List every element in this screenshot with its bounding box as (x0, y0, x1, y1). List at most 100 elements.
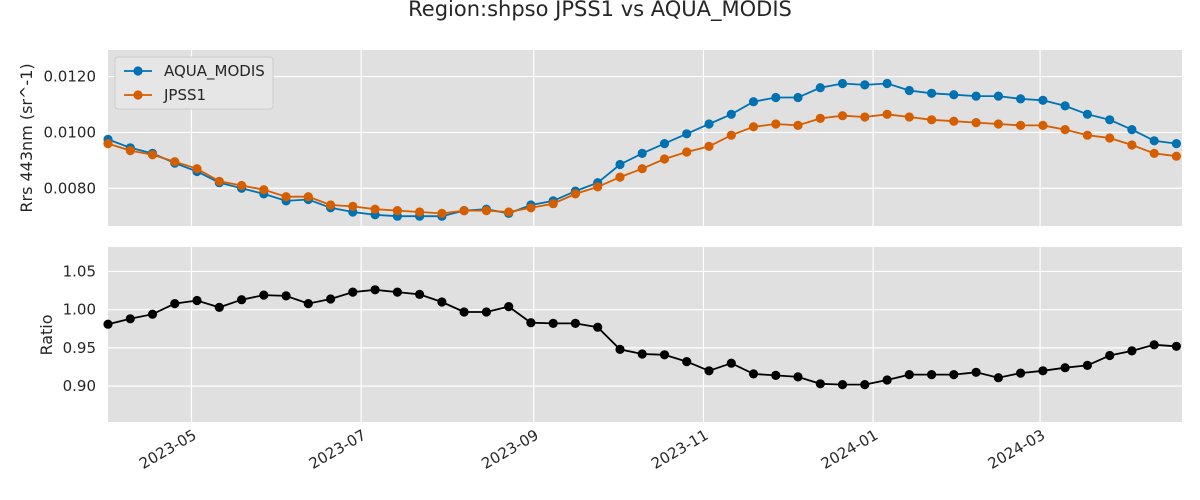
aqua-modis-point (659, 139, 670, 149)
jpss1-point (392, 206, 402, 216)
ratio-point (927, 370, 937, 380)
aqua-modis-point (860, 80, 870, 90)
ratio-point (815, 379, 825, 389)
legend-marker-jpss1 (133, 90, 143, 100)
jpss1-point (481, 206, 491, 216)
ratio-point (971, 367, 981, 377)
ratio-point (748, 369, 759, 379)
top-panel: 0.0080 0.0100 0.0120 Rrs 443nm (sr^-1) AQU… (17, 50, 1182, 226)
ratio-point (882, 375, 892, 385)
jpss1-point (637, 164, 647, 174)
aqua-modis-point (1038, 95, 1048, 105)
ratio-point (548, 318, 558, 328)
jpss1-point (904, 112, 914, 122)
ratio-point (1105, 350, 1115, 361)
ratio-point (771, 370, 781, 380)
jpss1-point (615, 172, 625, 182)
bottom-panel-background (108, 247, 1182, 422)
jpss1-point (1082, 130, 1092, 140)
jpss1-point (1038, 120, 1048, 130)
legend: AQUA_MODIS JPSS1 (114, 56, 274, 110)
bottom-y-tick-label: 1.00 (63, 301, 96, 319)
ratio-point (659, 350, 670, 360)
jpss1-point (949, 116, 959, 126)
jpss1-point (1127, 140, 1137, 150)
ratio-point (593, 322, 603, 332)
jpss1-point (326, 200, 336, 210)
legend-marker-aqua-modis (133, 66, 143, 76)
aqua-modis-point (993, 91, 1004, 101)
ratio-point (214, 302, 224, 312)
jpss1-point (125, 146, 135, 156)
legend-label-aqua-modis: AQUA_MODIS (164, 62, 265, 81)
jpss1-point (993, 119, 1004, 129)
jpss1-point (1171, 151, 1181, 161)
ratio-point (370, 285, 380, 295)
ratio-point (481, 307, 491, 317)
ratio-point (637, 349, 647, 359)
ratio-point (1149, 340, 1159, 350)
ratio-point (682, 357, 692, 367)
ratio-point (459, 307, 469, 317)
ratio-point (1082, 360, 1092, 370)
aqua-modis-point (704, 119, 714, 129)
aqua-modis-point (726, 109, 736, 119)
ratio-point (1060, 363, 1070, 373)
ratio-point (615, 344, 625, 354)
jpss1-point (348, 201, 358, 211)
ratio-point (1171, 341, 1181, 351)
aqua-modis-point (837, 78, 848, 89)
jpss1-point (504, 207, 514, 217)
jpss1-point (1060, 125, 1070, 135)
ratio-point (570, 318, 581, 328)
ratio-point (860, 380, 870, 390)
x-tick-label: 2023-11 (648, 426, 711, 473)
bottom-y-axis-label: Ratio (37, 314, 56, 355)
ratio-point (904, 370, 914, 380)
jpss1-point (147, 150, 158, 160)
jpss1-point (593, 182, 603, 192)
jpss1-point (103, 139, 113, 149)
ratio-point (170, 299, 180, 309)
ratio-point (793, 372, 803, 382)
aqua-modis-point (1082, 109, 1092, 119)
jpss1-point (860, 112, 870, 122)
bottom-y-tick-label: 0.95 (63, 339, 96, 357)
bottom-panel-y-ticks: 0.90 0.95 1.00 1.05 (63, 262, 96, 395)
x-tick-label: 2023-07 (306, 426, 369, 473)
jpss1-point (1016, 120, 1026, 130)
jpss1-point (170, 157, 180, 167)
jpss1-point (570, 189, 581, 199)
jpss1-point (214, 176, 224, 186)
ratio-point (726, 358, 736, 368)
jpss1-point (726, 130, 736, 140)
bottom-panel-series (103, 285, 1181, 390)
ratio-point (348, 287, 358, 297)
ratio-point (1127, 346, 1137, 356)
aqua-modis-point (904, 85, 914, 96)
top-panel-series (103, 78, 1181, 221)
jpss1-point (793, 120, 803, 130)
aqua-modis-point (748, 97, 759, 107)
jpss1-point (548, 199, 558, 209)
bottom-y-tick-label: 1.05 (63, 262, 96, 280)
aqua-modis-point (927, 88, 937, 98)
ratio-point (704, 366, 714, 376)
legend-box (114, 56, 274, 110)
ratio-point (526, 318, 536, 328)
jpss1-point (682, 147, 692, 157)
bottom-y-tick-label: 0.90 (63, 377, 96, 395)
x-tick-label: 2023-09 (478, 426, 541, 473)
jpss1-point (882, 109, 892, 119)
ratio-point (437, 297, 447, 307)
ratio-point (103, 319, 113, 329)
aqua-modis-point (882, 78, 892, 89)
jpss1-point (1149, 148, 1159, 158)
bottom-panel: 0.900.951.001.05 2023-05 2023-07 2023-09 20… (37, 247, 1182, 473)
jpss1-point (771, 119, 781, 129)
ratio-point (504, 302, 514, 312)
ratio-point (993, 373, 1004, 383)
jpss1-point (659, 154, 670, 164)
